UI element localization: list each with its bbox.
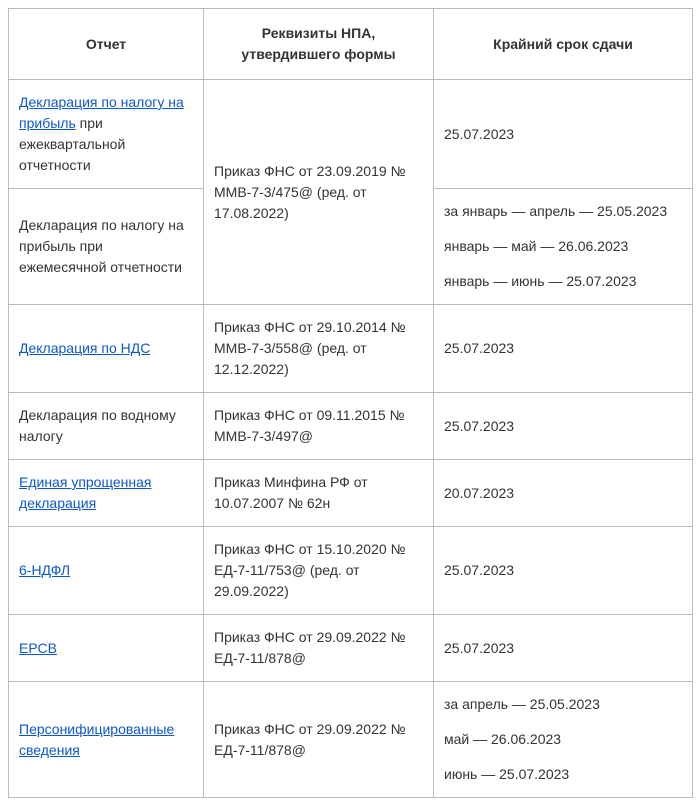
table-header-row: Отчет Реквизиты НПА, утвердившего формы … xyxy=(9,9,693,80)
cell-report: Декларация по налогу на прибыль при ежем… xyxy=(9,189,204,305)
cell-report: Единая упрощенная декларация xyxy=(9,460,204,527)
cell-npa: Приказ ФНС от 29.09.2022 № ЕД-7-11/878@ xyxy=(204,682,434,798)
deadline-line: январь — июнь — 25.07.2023 xyxy=(444,271,682,292)
header-deadline: Крайний срок сдачи xyxy=(434,9,693,80)
cell-npa-shared: Приказ ФНС от 23.09.2019 № ММВ-7-3/475@ … xyxy=(204,80,434,305)
report-link-6ndfl[interactable]: 6-НДФЛ xyxy=(19,562,70,578)
header-npa: Реквизиты НПА, утвердившего формы xyxy=(204,9,434,80)
cell-npa: Приказ ФНС от 29.10.2014 № ММВ-7-3/558@ … xyxy=(204,305,434,393)
cell-npa: Приказ Минфина РФ от 10.07.2007 № 62н xyxy=(204,460,434,527)
header-report: Отчет xyxy=(9,9,204,80)
report-link-nds[interactable]: Декларация по НДС xyxy=(19,340,150,356)
report-link-unified-simplified[interactable]: Единая упрощенная декларация xyxy=(19,474,151,511)
cell-deadline-multi: за апрель — 25.05.2023 май — 26.06.2023 … xyxy=(434,682,693,798)
cell-deadline: 25.07.2023 xyxy=(434,615,693,682)
table-row: Декларация по водному налогу Приказ ФНС … xyxy=(9,393,693,460)
deadline-line: май — 26.06.2023 xyxy=(444,729,682,750)
cell-npa: Приказ ФНС от 29.09.2022 № ЕД-7-11/878@ xyxy=(204,615,434,682)
cell-report: 6-НДФЛ xyxy=(9,527,204,615)
cell-report: Декларация по водному налогу xyxy=(9,393,204,460)
cell-report: Персонифицированные сведения xyxy=(9,682,204,798)
table-row: ЕРСВ Приказ ФНС от 29.09.2022 № ЕД-7-11/… xyxy=(9,615,693,682)
deadline-line: июнь — 25.07.2023 xyxy=(444,764,682,785)
report-link-personalized-data[interactable]: Персонифицированные сведения xyxy=(19,721,174,758)
deadline-line: за апрель — 25.05.2023 xyxy=(444,694,682,715)
table-row: Декларация по налогу на прибыль при ежек… xyxy=(9,80,693,189)
cell-deadline: 25.07.2023 xyxy=(434,305,693,393)
cell-deadline-multi: за январь — апрель — 25.05.2023 январь —… xyxy=(434,189,693,305)
cell-deadline: 25.07.2023 xyxy=(434,80,693,189)
table-row: Единая упрощенная декларация Приказ Минф… xyxy=(9,460,693,527)
deadline-line: январь — май — 26.06.2023 xyxy=(444,236,682,257)
cell-npa: Приказ ФНС от 15.10.2020 № ЕД-7-11/753@ … xyxy=(204,527,434,615)
cell-deadline: 25.07.2023 xyxy=(434,527,693,615)
reports-table: Отчет Реквизиты НПА, утвердившего формы … xyxy=(8,8,693,798)
cell-npa: Приказ ФНС от 09.11.2015 № ММВ-7-3/497@ xyxy=(204,393,434,460)
table-header: Отчет Реквизиты НПА, утвердившего формы … xyxy=(9,9,693,80)
table-row: 6-НДФЛ Приказ ФНС от 15.10.2020 № ЕД-7-1… xyxy=(9,527,693,615)
table-row: Декларация по НДС Приказ ФНС от 29.10.20… xyxy=(9,305,693,393)
cell-deadline: 20.07.2023 xyxy=(434,460,693,527)
cell-deadline: 25.07.2023 xyxy=(434,393,693,460)
table-row: Персонифицированные сведения Приказ ФНС … xyxy=(9,682,693,798)
deadline-line: за январь — апрель — 25.05.2023 xyxy=(444,201,682,222)
table-body: Декларация по налогу на прибыль при ежек… xyxy=(9,80,693,798)
cell-report: ЕРСВ xyxy=(9,615,204,682)
cell-report: Декларация по НДС xyxy=(9,305,204,393)
cell-report: Декларация по налогу на прибыль при ежек… xyxy=(9,80,204,189)
report-link-ersv[interactable]: ЕРСВ xyxy=(19,640,57,656)
